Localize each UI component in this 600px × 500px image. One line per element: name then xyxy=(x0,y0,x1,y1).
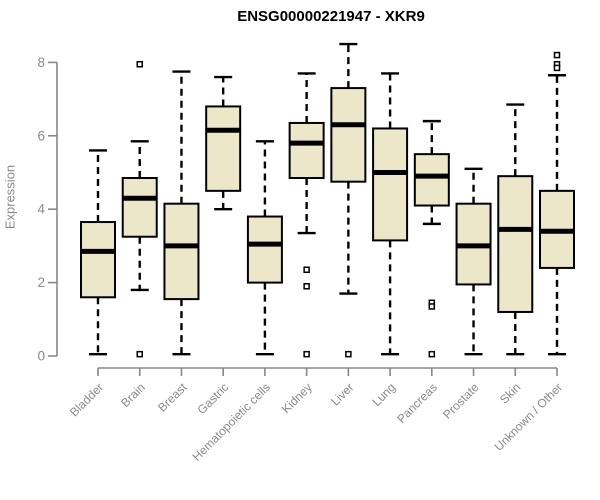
outlier-kidney-1 xyxy=(303,283,310,290)
box-gastric xyxy=(205,105,242,192)
x-label-liver: Liver xyxy=(328,380,356,408)
outlier-brain-1 xyxy=(136,350,143,358)
outlier-kidney-2 xyxy=(303,350,310,358)
box-pancreas xyxy=(413,153,450,207)
x-label-brain: Brain xyxy=(118,380,148,410)
outlier-brain-0 xyxy=(136,60,143,68)
x-label-lung: Lung xyxy=(369,380,398,409)
outlier-unknown-other-2 xyxy=(553,64,561,72)
outlier-pancreas-2 xyxy=(428,350,436,358)
x-label-gastric: Gastric xyxy=(195,380,232,417)
outlier-kidney-0 xyxy=(303,266,310,274)
x-label-skin: Skin xyxy=(497,380,523,406)
y-tick-label-2: 2 xyxy=(37,275,45,290)
box-liver xyxy=(330,87,367,183)
box-hematopoietic-cells xyxy=(246,215,283,284)
outlier-pancreas-1 xyxy=(428,303,436,310)
y-tick-label-8: 8 xyxy=(37,55,45,70)
chart-title: ENSG00000221947 - XKR9 xyxy=(237,8,425,25)
x-label-pancreas: Pancreas xyxy=(394,380,440,426)
x-label-kidney: Kidney xyxy=(279,380,315,416)
x-label-hematopoietic-cells: Hematopoietic cells xyxy=(190,380,273,463)
x-label-bladder: Bladder xyxy=(67,380,106,419)
x-label-prostate: Prostate xyxy=(440,380,482,422)
x-label-breast: Breast xyxy=(155,380,190,415)
y-tick-label-4: 4 xyxy=(37,202,45,217)
outlier-liver-0 xyxy=(345,350,352,358)
box-skin xyxy=(497,175,534,313)
y-tick-label-0: 0 xyxy=(37,349,45,364)
box-lung xyxy=(372,127,409,242)
y-tick-label-6: 6 xyxy=(37,128,45,143)
box-breast xyxy=(163,202,200,301)
box-kidney xyxy=(288,121,325,180)
box-bladder xyxy=(80,221,116,299)
box-brain xyxy=(121,177,158,238)
outlier-unknown-other-0 xyxy=(553,51,561,59)
